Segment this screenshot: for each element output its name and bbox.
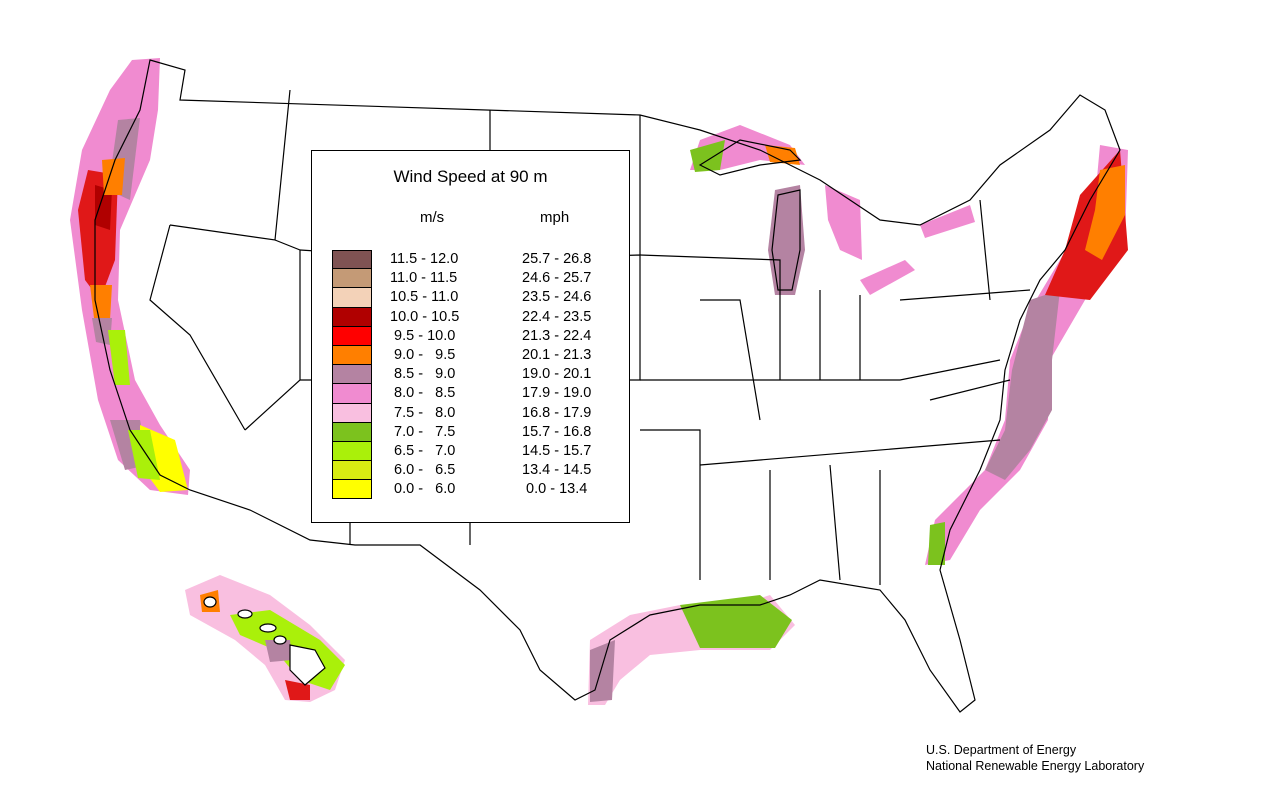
legend-ms-range: 11.0 - 11.5	[390, 270, 458, 287]
legend-swatch	[332, 441, 372, 462]
credits: U.S. Department of Energy National Renew…	[926, 742, 1144, 774]
credit-nrel: National Renewable Energy Laboratory	[926, 759, 1145, 773]
legend-mph-range: 24.6 - 25.7	[522, 270, 592, 287]
gulf-coast-wind-band-green	[680, 595, 792, 648]
hawaii-wind-band-red	[285, 680, 310, 700]
legend-swatch	[332, 480, 372, 500]
legend-unit-ms: m/s	[420, 209, 445, 226]
lake-erie-wind-band	[860, 260, 915, 295]
legend-mph-range: 17.9 - 19.0	[522, 385, 592, 402]
east-coast-wind-band-mauve	[985, 290, 1060, 480]
socal-wind-band-green	[128, 430, 160, 480]
legend-ms-range: 10.5 - 11.0	[390, 289, 459, 306]
legend-ms-range: 11.5 - 12.0	[390, 251, 459, 267]
legend-mph-range: 13.4 - 14.5	[522, 462, 592, 479]
legend-ms-range: 7.0 - 7.5	[390, 423, 456, 440]
contiguous-us-outline	[94, 59, 1121, 713]
legend-swatch	[332, 288, 372, 308]
legend-ms-range: 8.0 - 8.5	[390, 385, 456, 402]
hawaii-islands	[203, 596, 326, 686]
legend-swatch	[332, 345, 372, 366]
lake-huron-wind-band	[825, 185, 862, 260]
legend-unit-mph: mph	[540, 209, 570, 226]
lake-superior	[698, 139, 802, 176]
legend-swatch	[332, 461, 372, 481]
legend-mph-range: 25.7 - 26.8	[522, 251, 592, 267]
legend-ms-range: 6.5 - 7.0	[390, 442, 456, 459]
legend-swatch	[332, 365, 372, 385]
legend-swatch	[332, 307, 372, 327]
legend-ms-range: 0.0 - 6.0	[390, 481, 456, 498]
legend-swatch	[332, 326, 372, 346]
legend-swatch	[332, 250, 372, 270]
legend-ms-range: 8.5 - 9.0	[390, 366, 456, 383]
west-coast-wind-band-orange	[102, 158, 125, 195]
west-coast-wind-band-darkred	[95, 185, 112, 230]
lake-superior-green	[690, 140, 725, 172]
legend-mph-range: 23.5 - 24.6	[522, 289, 592, 306]
legend-mph-range: 21.3 - 22.4	[522, 327, 592, 344]
east-coast-wind-band-orange	[1085, 165, 1125, 260]
legend-swatch	[332, 269, 372, 289]
lake-michigan-wind-band	[768, 185, 805, 295]
hawaii-wind-band-mauve	[265, 640, 292, 662]
offshore-wind-zones	[70, 58, 1128, 705]
legend-mph-range: 20.1 - 21.3	[522, 346, 592, 363]
georgia-wind-band-green	[928, 522, 945, 565]
legend-mph-range: 14.5 - 15.7	[522, 442, 592, 459]
west-coast-wind-band-outer	[70, 58, 190, 495]
west-coast-wind-band-green	[108, 330, 130, 385]
lake-superior-orange	[765, 145, 800, 165]
legend-title: Wind Speed at 90 m	[393, 167, 548, 186]
legend-mph-range: 19.0 - 20.1	[522, 366, 592, 383]
legend-ms-range: 7.5 - 8.0	[390, 404, 456, 421]
legend-ms-range: 9.5 - 10.0	[390, 327, 456, 344]
credit-doe: U.S. Department of Energy	[926, 743, 1077, 757]
legend-ms-range: 10.0 - 10.5	[390, 308, 460, 325]
legend-mph-range: 22.4 - 23.5	[522, 308, 592, 325]
legend-swatch	[332, 384, 372, 404]
legend-ms-range: 9.0 - 9.5	[390, 346, 456, 363]
lake-ontario-wind-band	[920, 205, 975, 238]
wind-speed-legend: Wind Speed at 90 m m/s mph 11.5 - 12.0 25…	[311, 150, 630, 523]
legend-mph-range: 0.0 - 13.4	[522, 481, 588, 498]
legend-mph-range: 16.8 - 17.9	[522, 404, 592, 421]
legend-ms-range: 6.0 - 6.5	[390, 462, 456, 479]
legend-swatch	[332, 422, 372, 442]
legend-mph-range: 15.7 - 16.8	[522, 423, 592, 440]
texas-wind-band-mauve	[590, 640, 615, 702]
lake-michigan	[771, 189, 801, 291]
legend-swatch	[332, 403, 372, 423]
